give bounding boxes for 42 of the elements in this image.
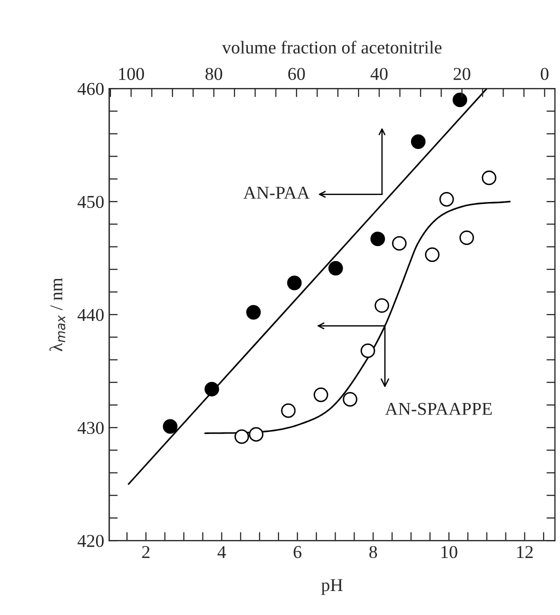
y-tick-label: 430 (78, 422, 104, 434)
point (281, 403, 296, 418)
annotation: AN-PAA (243, 186, 310, 199)
y-tick-label: 450 (78, 196, 104, 208)
point (287, 276, 302, 290)
point (452, 92, 468, 108)
point (248, 427, 264, 442)
point (204, 382, 220, 396)
x2-tick-label: 60 (288, 68, 305, 80)
y-tick-label: 440 (78, 308, 104, 322)
point (482, 170, 496, 186)
point (328, 260, 343, 276)
x-tick-label: 12 (517, 546, 533, 558)
x-tick-label: 2 (142, 546, 150, 558)
annotation: AN-SPAAPPE (385, 402, 492, 415)
point (439, 192, 454, 207)
point (314, 388, 328, 402)
point (162, 419, 178, 434)
x2-tick-label: 20 (454, 68, 470, 80)
x2-tick-label: 100 (119, 68, 144, 80)
x2-tick-label: 0 (540, 68, 548, 80)
point (246, 305, 261, 320)
x-tick-label: 4 (218, 546, 226, 558)
point (360, 343, 376, 358)
y-tick-label: 460 (78, 82, 104, 95)
point (374, 298, 390, 313)
x-axis-title: pH (321, 579, 343, 595)
y-tick-label: 420 (78, 534, 104, 548)
point (424, 247, 440, 262)
point (410, 134, 426, 149)
x2-tick-label: 80 (205, 68, 222, 80)
x2-tick-label: 40 (370, 68, 388, 80)
y-axis-title: λ$_{max}$ / nm (49, 278, 66, 352)
x2-axis-title: volume fraction of acetonitrile (222, 40, 442, 54)
point (370, 232, 385, 246)
point (459, 230, 474, 246)
point (392, 236, 407, 251)
point (234, 429, 250, 444)
x-tick-label: 10 (441, 546, 458, 558)
x-tick-label: 8 (369, 546, 377, 558)
point (342, 392, 358, 407)
x-tick-label: 6 (294, 546, 302, 558)
